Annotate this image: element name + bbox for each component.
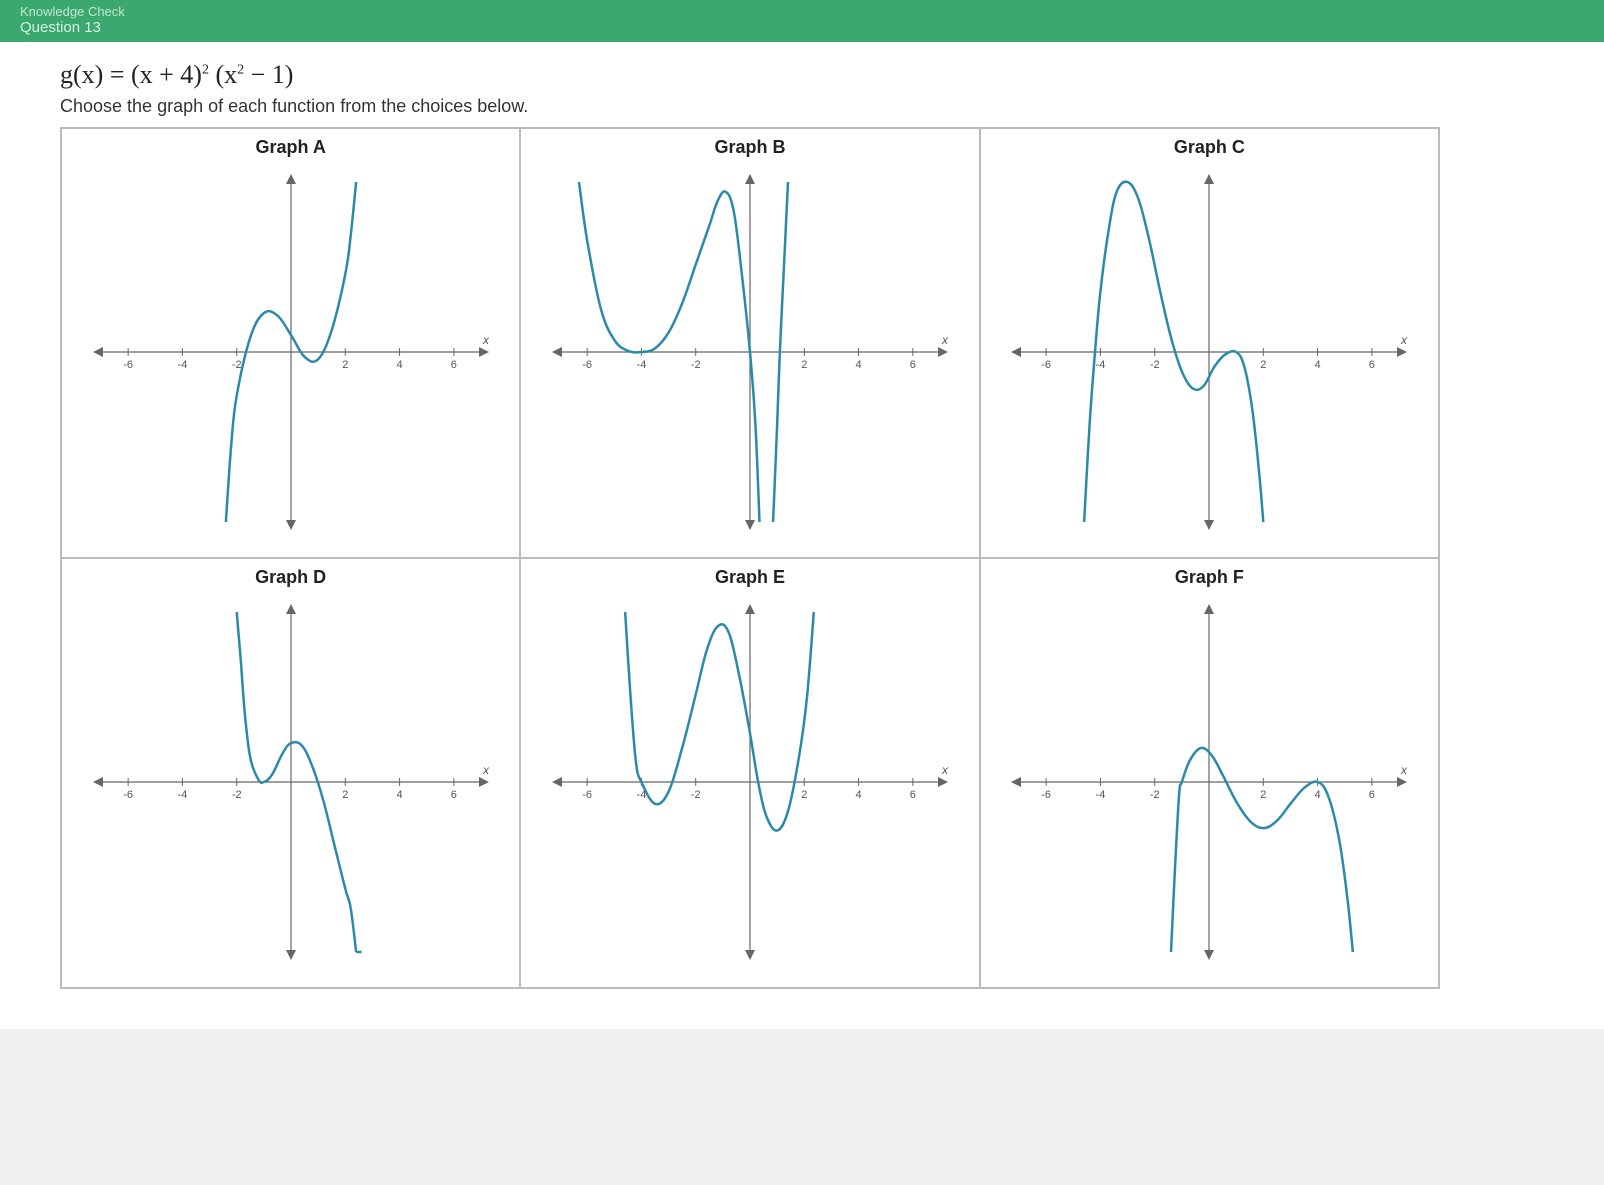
- graph-cell-e[interactable]: Graph E -6-4-2246x: [520, 558, 979, 988]
- svg-text:-2: -2: [1150, 789, 1160, 801]
- graph-plot-b: -6 -4 -2 2 4 6 x: [540, 162, 960, 542]
- svg-text:x: x: [482, 763, 490, 777]
- svg-text:6: 6: [450, 359, 456, 371]
- svg-text:-6: -6: [123, 789, 133, 801]
- graph-cell-d[interactable]: Graph D -6 -4 -2 2 4 6 x: [61, 558, 520, 988]
- graph-label-b: Graph B: [714, 137, 785, 158]
- instruction-text: Choose the graph of each function from t…: [60, 96, 1564, 117]
- svg-text:-2: -2: [691, 359, 701, 371]
- graph-plot-e: -6-4-2246x: [540, 592, 960, 972]
- svg-text:-2: -2: [231, 359, 241, 371]
- graph-cell-a[interactable]: Graph A -6 -4 -2 2 4 6 x: [61, 128, 520, 558]
- graph-plot-f: -6 -4 -2 2 4 6 x: [999, 592, 1419, 972]
- svg-text:-4: -4: [637, 359, 647, 371]
- question-number: Question 13: [20, 19, 1584, 36]
- graph-plot-d: -6 -4 -2 2 4 6 x: [81, 592, 501, 972]
- function-formula: g(x) = (x + 4)2 (x2 − 1): [60, 60, 1564, 90]
- knowledge-check-label: Knowledge Check: [20, 4, 1584, 19]
- graph-plot-a: -6 -4 -2 2 4 6 x: [81, 162, 501, 542]
- svg-text:6: 6: [1369, 359, 1375, 371]
- svg-text:2: 2: [342, 359, 348, 371]
- svg-text:4: 4: [855, 359, 861, 371]
- svg-text:-6: -6: [582, 789, 592, 801]
- svg-text:-2: -2: [231, 789, 241, 801]
- svg-text:6: 6: [1369, 789, 1375, 801]
- question-page: g(x) = (x + 4)2 (x2 − 1) Choose the grap…: [0, 42, 1604, 1029]
- svg-text:-6: -6: [582, 359, 592, 371]
- svg-text:-4: -4: [1096, 789, 1106, 801]
- svg-text:-4: -4: [177, 789, 187, 801]
- svg-text:x: x: [482, 333, 490, 347]
- graph-cell-b[interactable]: Graph B -6 -4 -2 2 4 6 x: [520, 128, 979, 558]
- svg-text:4: 4: [855, 789, 861, 801]
- svg-text:2: 2: [1261, 359, 1267, 371]
- svg-text:-6: -6: [1042, 359, 1052, 371]
- svg-text:2: 2: [801, 359, 807, 371]
- svg-text:6: 6: [450, 789, 456, 801]
- svg-text:2: 2: [342, 789, 348, 801]
- svg-text:4: 4: [396, 789, 402, 801]
- svg-text:-6: -6: [1042, 789, 1052, 801]
- svg-text:-2: -2: [1150, 359, 1160, 371]
- svg-text:x: x: [941, 333, 949, 347]
- svg-text:-4: -4: [1096, 359, 1106, 371]
- svg-text:2: 2: [801, 789, 807, 801]
- graph-label-d: Graph D: [255, 567, 326, 588]
- graph-plot-c: -6 -4 -2 2 4 6 x: [999, 162, 1419, 542]
- svg-text:-4: -4: [177, 359, 187, 371]
- graph-cell-c[interactable]: Graph C -6 -4 -2 2 4 6 x: [980, 128, 1439, 558]
- svg-text:4: 4: [1315, 359, 1321, 371]
- svg-text:x: x: [1400, 763, 1408, 777]
- svg-text:6: 6: [910, 359, 916, 371]
- svg-text:-6: -6: [123, 359, 133, 371]
- svg-text:4: 4: [396, 359, 402, 371]
- svg-text:x: x: [1400, 333, 1408, 347]
- graph-label-f: Graph F: [1175, 567, 1244, 588]
- graph-label-c: Graph C: [1174, 137, 1245, 158]
- svg-text:-2: -2: [691, 789, 701, 801]
- svg-text:4: 4: [1315, 789, 1321, 801]
- graph-grid: Graph A -6 -4 -2 2 4 6 x Graph B -6 -4 -2 2 4 6 x Gr…: [60, 127, 1440, 989]
- graph-label-e: Graph E: [715, 567, 785, 588]
- svg-text:2: 2: [1261, 789, 1267, 801]
- svg-text:6: 6: [910, 789, 916, 801]
- graph-cell-f[interactable]: Graph F -6 -4 -2 2 4 6 x: [980, 558, 1439, 988]
- svg-text:x: x: [941, 763, 949, 777]
- graph-label-a: Graph A: [255, 137, 325, 158]
- header-bar: Knowledge Check Question 13: [0, 0, 1604, 42]
